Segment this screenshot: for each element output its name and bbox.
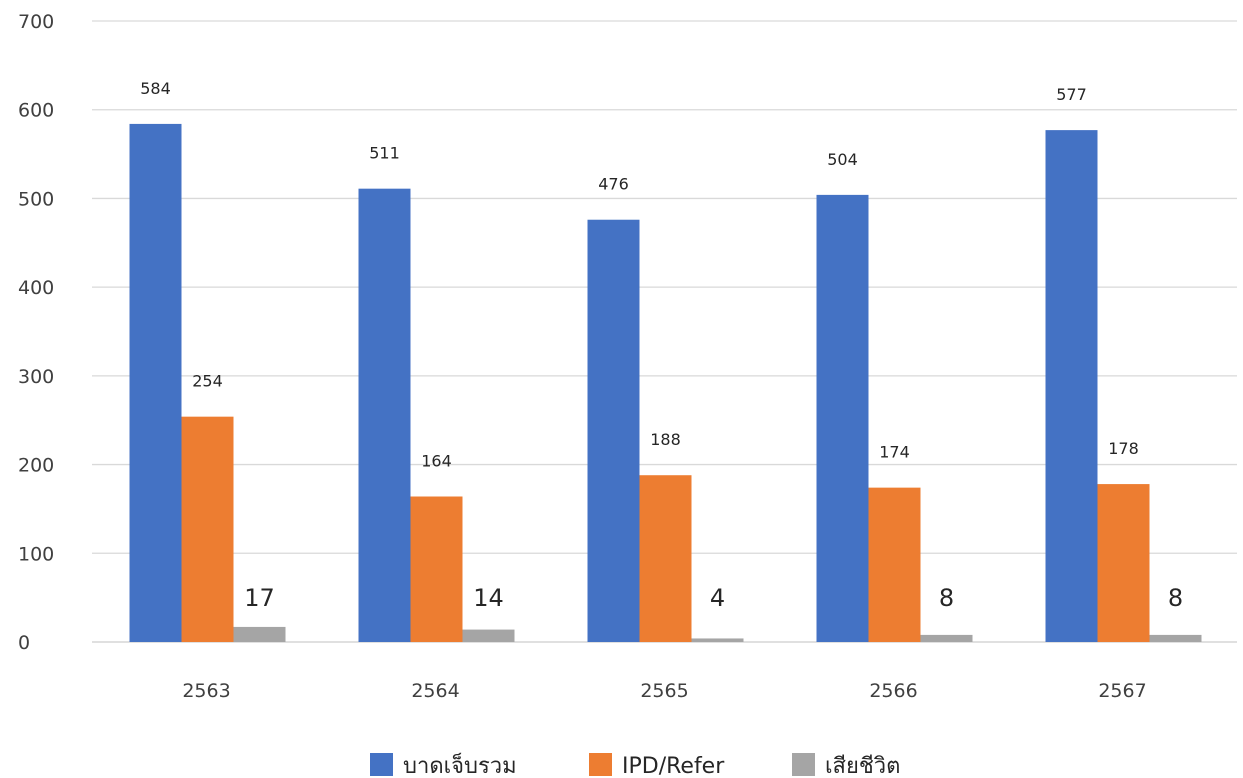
x-tick-label: 2565: [640, 680, 688, 702]
legend-label: IPD/Refer: [622, 754, 725, 778]
data-label: 14: [473, 584, 504, 612]
legend-swatch: [792, 753, 815, 776]
data-label: 476: [598, 175, 629, 194]
x-tick-label: 2563: [182, 680, 230, 702]
data-label: 17: [244, 584, 275, 612]
data-label: 164: [421, 452, 452, 471]
bar: [462, 629, 515, 642]
data-label: 8: [939, 584, 954, 612]
data-label: 584: [140, 79, 171, 98]
data-label: 4: [710, 584, 725, 612]
legend-swatch: [589, 753, 612, 776]
bar: [1045, 130, 1098, 642]
bar: [181, 416, 234, 642]
y-axis: 0 100 200 300 400 500 600 700: [18, 11, 54, 654]
bar: [1149, 634, 1202, 642]
bar: [639, 475, 692, 642]
bar: [129, 123, 182, 642]
data-label: 188: [650, 430, 681, 449]
data-labels: 584 254 17 511 164 14 476 188 4 504 174 8 577 178 8: [140, 79, 1183, 612]
legend-label: เสียชีวิต: [825, 754, 900, 778]
y-tick-label: 300: [18, 366, 54, 388]
bar: [233, 626, 286, 642]
y-tick-label: 400: [18, 277, 54, 299]
bar: [920, 634, 973, 642]
data-label: 511: [369, 144, 400, 163]
x-axis: 2563 2564 2565 2566 2567: [92, 641, 1237, 702]
legend-swatch: [370, 753, 393, 776]
legend: บาดเจ็บรวม IPD/Refer เสียชีวิต: [370, 751, 900, 778]
data-label: 504: [827, 150, 858, 169]
bar: [691, 638, 744, 642]
data-label: 174: [879, 443, 910, 462]
y-tick-label: 700: [18, 11, 54, 33]
bar: [1097, 484, 1150, 642]
bar: [358, 188, 411, 643]
y-tick-label: 0: [18, 632, 30, 654]
data-label: 178: [1108, 439, 1139, 458]
bar: [587, 219, 640, 642]
x-tick-label: 2566: [869, 680, 917, 702]
data-label: 577: [1056, 85, 1087, 104]
y-tick-label: 500: [18, 188, 54, 210]
y-tick-label: 600: [18, 100, 54, 122]
data-label: 8: [1168, 584, 1183, 612]
x-tick-label: 2567: [1098, 680, 1146, 702]
gridlines: [92, 20, 1237, 643]
bar: [410, 496, 463, 642]
bars: [129, 123, 1202, 643]
bar: [816, 194, 869, 642]
x-tick-label: 2564: [411, 680, 459, 702]
data-label: 254: [192, 372, 223, 391]
legend-label: บาดเจ็บรวม: [403, 751, 517, 778]
y-tick-label: 100: [18, 543, 54, 565]
y-tick-label: 200: [18, 455, 54, 477]
bar: [868, 487, 921, 642]
